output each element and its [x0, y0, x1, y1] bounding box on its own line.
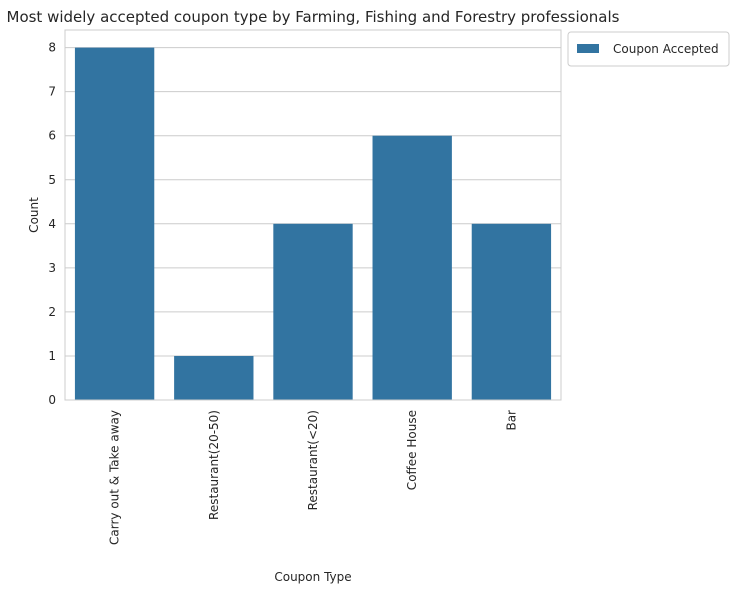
- y-tick-label: 1: [48, 349, 56, 363]
- x-tick-label: Carry out & Take away: [108, 410, 122, 545]
- plot-frame: [64, 29, 562, 401]
- bar: [174, 355, 254, 400]
- y-tick-label: 6: [48, 129, 56, 143]
- y-axis-label: Count: [27, 197, 41, 233]
- bar: [372, 135, 452, 400]
- legend: Coupon Accepted: [567, 31, 730, 67]
- bar: [74, 47, 155, 400]
- x-tick-label: Restaurant(<20): [306, 410, 320, 510]
- y-tick-label: 4: [48, 217, 56, 231]
- y-tick-label: 8: [48, 41, 56, 55]
- y-tick-label: 2: [48, 305, 56, 319]
- x-axis-label: Coupon Type: [274, 570, 351, 584]
- legend-box: [567, 31, 730, 67]
- y-tick-label: 7: [48, 85, 56, 99]
- y-tick-labels: 0 1 2 3 4 5 6 7 8: [48, 41, 56, 407]
- y-tick-label: 5: [48, 173, 56, 187]
- x-tick-labels: Carry out & Take away Restaurant(20-50) Re…: [108, 410, 519, 545]
- bars: [74, 47, 552, 400]
- bar: [273, 223, 353, 400]
- x-tick-label: Bar: [504, 410, 518, 431]
- x-tick-label: Restaurant(20-50): [207, 410, 221, 520]
- y-tick-label: 3: [48, 261, 56, 275]
- legend-label: Coupon Accepted: [613, 42, 719, 56]
- bar: [471, 223, 552, 400]
- chart-title: Most widely accepted coupon type by Farm…: [7, 8, 620, 26]
- y-tick-label: 0: [48, 393, 56, 407]
- legend-swatch: [577, 44, 599, 53]
- x-tick-label: Coffee House: [405, 410, 419, 490]
